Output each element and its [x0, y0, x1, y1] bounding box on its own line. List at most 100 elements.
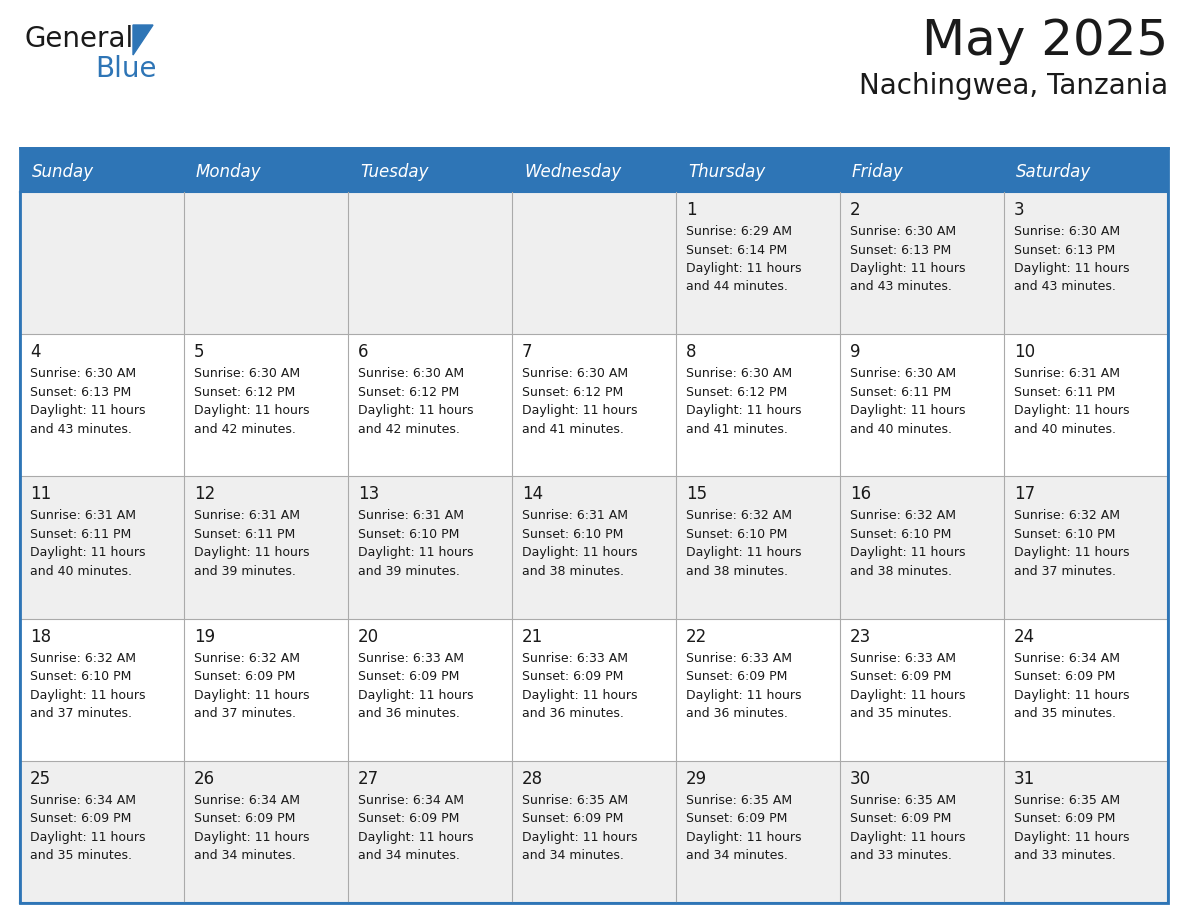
- Text: Nachingwea, Tanzania: Nachingwea, Tanzania: [859, 72, 1168, 100]
- Text: and 37 minutes.: and 37 minutes.: [30, 707, 132, 720]
- Bar: [512, 619, 676, 761]
- Text: Sunrise: 6:33 AM: Sunrise: 6:33 AM: [522, 652, 628, 665]
- Text: and 36 minutes.: and 36 minutes.: [358, 707, 460, 720]
- Bar: [348, 619, 512, 761]
- Text: Sunrise: 6:30 AM: Sunrise: 6:30 AM: [194, 367, 301, 380]
- Bar: [1004, 476, 1168, 619]
- Text: Daylight: 11 hours: Daylight: 11 hours: [194, 404, 310, 417]
- Text: 4: 4: [30, 343, 40, 361]
- Text: 6: 6: [358, 343, 368, 361]
- Text: Saturday: Saturday: [1016, 163, 1092, 181]
- Text: and 39 minutes.: and 39 minutes.: [358, 565, 460, 578]
- Bar: [840, 619, 1004, 761]
- Text: and 37 minutes.: and 37 minutes.: [1015, 565, 1116, 578]
- Text: Sunset: 6:09 PM: Sunset: 6:09 PM: [849, 812, 952, 825]
- Bar: [1004, 334, 1168, 476]
- Bar: [184, 192, 348, 334]
- Text: Daylight: 11 hours: Daylight: 11 hours: [30, 688, 145, 701]
- Bar: [348, 761, 512, 903]
- Text: Sunset: 6:12 PM: Sunset: 6:12 PM: [194, 386, 296, 398]
- Text: Sunset: 6:10 PM: Sunset: 6:10 PM: [849, 528, 952, 541]
- Text: 27: 27: [358, 770, 379, 788]
- Text: Sunset: 6:11 PM: Sunset: 6:11 PM: [194, 528, 296, 541]
- Text: Daylight: 11 hours: Daylight: 11 hours: [30, 404, 145, 417]
- Text: Daylight: 11 hours: Daylight: 11 hours: [194, 831, 310, 844]
- Text: and 34 minutes.: and 34 minutes.: [522, 849, 624, 862]
- Text: Sunset: 6:13 PM: Sunset: 6:13 PM: [849, 243, 952, 256]
- Text: and 36 minutes.: and 36 minutes.: [685, 707, 788, 720]
- Text: Sunset: 6:11 PM: Sunset: 6:11 PM: [1015, 386, 1116, 398]
- Text: 18: 18: [30, 628, 51, 645]
- Text: 28: 28: [522, 770, 543, 788]
- Bar: [20, 192, 184, 334]
- Text: Daylight: 11 hours: Daylight: 11 hours: [849, 546, 966, 559]
- Text: Sunrise: 6:30 AM: Sunrise: 6:30 AM: [358, 367, 465, 380]
- Text: Daylight: 11 hours: Daylight: 11 hours: [194, 688, 310, 701]
- Text: Daylight: 11 hours: Daylight: 11 hours: [1015, 546, 1130, 559]
- Text: Sunset: 6:09 PM: Sunset: 6:09 PM: [194, 812, 296, 825]
- Text: Sunset: 6:09 PM: Sunset: 6:09 PM: [685, 812, 788, 825]
- Text: Sunrise: 6:32 AM: Sunrise: 6:32 AM: [194, 652, 301, 665]
- Text: and 41 minutes.: and 41 minutes.: [522, 422, 624, 436]
- Bar: [840, 192, 1004, 334]
- Text: Daylight: 11 hours: Daylight: 11 hours: [849, 831, 966, 844]
- Text: Sunrise: 6:35 AM: Sunrise: 6:35 AM: [522, 794, 628, 807]
- Text: and 42 minutes.: and 42 minutes.: [194, 422, 296, 436]
- Text: May 2025: May 2025: [922, 17, 1168, 65]
- Text: and 43 minutes.: and 43 minutes.: [849, 281, 952, 294]
- Bar: [1004, 619, 1168, 761]
- Text: Sunrise: 6:31 AM: Sunrise: 6:31 AM: [1015, 367, 1120, 380]
- Bar: [348, 334, 512, 476]
- Text: 13: 13: [358, 486, 379, 503]
- Text: Sunset: 6:10 PM: Sunset: 6:10 PM: [1015, 528, 1116, 541]
- Text: 8: 8: [685, 343, 696, 361]
- Bar: [512, 334, 676, 476]
- Text: Thursday: Thursday: [688, 163, 765, 181]
- Text: Sunrise: 6:31 AM: Sunrise: 6:31 AM: [358, 509, 465, 522]
- Text: Sunrise: 6:30 AM: Sunrise: 6:30 AM: [522, 367, 628, 380]
- Text: Daylight: 11 hours: Daylight: 11 hours: [522, 831, 638, 844]
- Text: and 35 minutes.: and 35 minutes.: [1015, 707, 1116, 720]
- Text: 10: 10: [1015, 343, 1035, 361]
- Text: 21: 21: [522, 628, 543, 645]
- Text: Wednesday: Wednesday: [524, 163, 621, 181]
- Text: Daylight: 11 hours: Daylight: 11 hours: [30, 831, 145, 844]
- Text: Daylight: 11 hours: Daylight: 11 hours: [1015, 262, 1130, 275]
- Text: Daylight: 11 hours: Daylight: 11 hours: [685, 831, 802, 844]
- Text: and 43 minutes.: and 43 minutes.: [30, 422, 132, 436]
- Text: Blue: Blue: [95, 55, 157, 83]
- Text: Sunset: 6:10 PM: Sunset: 6:10 PM: [685, 528, 788, 541]
- Text: Monday: Monday: [196, 163, 261, 181]
- Text: 7: 7: [522, 343, 532, 361]
- Text: Daylight: 11 hours: Daylight: 11 hours: [849, 404, 966, 417]
- Text: Daylight: 11 hours: Daylight: 11 hours: [358, 831, 474, 844]
- Text: 23: 23: [849, 628, 871, 645]
- Text: Sunset: 6:09 PM: Sunset: 6:09 PM: [30, 812, 132, 825]
- Text: Daylight: 11 hours: Daylight: 11 hours: [522, 404, 638, 417]
- Text: Sunset: 6:09 PM: Sunset: 6:09 PM: [1015, 670, 1116, 683]
- Text: Sunset: 6:09 PM: Sunset: 6:09 PM: [358, 670, 460, 683]
- Text: Sunset: 6:10 PM: Sunset: 6:10 PM: [522, 528, 624, 541]
- Text: Daylight: 11 hours: Daylight: 11 hours: [1015, 404, 1130, 417]
- Text: Sunrise: 6:31 AM: Sunrise: 6:31 AM: [30, 509, 135, 522]
- Text: and 38 minutes.: and 38 minutes.: [849, 565, 952, 578]
- Bar: [512, 476, 676, 619]
- Text: Daylight: 11 hours: Daylight: 11 hours: [522, 688, 638, 701]
- Polygon shape: [133, 25, 153, 55]
- Text: Sunset: 6:10 PM: Sunset: 6:10 PM: [358, 528, 460, 541]
- Text: Daylight: 11 hours: Daylight: 11 hours: [1015, 831, 1130, 844]
- Text: Sunset: 6:13 PM: Sunset: 6:13 PM: [30, 386, 131, 398]
- Text: Sunrise: 6:34 AM: Sunrise: 6:34 AM: [194, 794, 301, 807]
- Bar: [348, 192, 512, 334]
- Text: 15: 15: [685, 486, 707, 503]
- Text: 14: 14: [522, 486, 543, 503]
- Text: Daylight: 11 hours: Daylight: 11 hours: [1015, 688, 1130, 701]
- Text: Sunrise: 6:34 AM: Sunrise: 6:34 AM: [358, 794, 465, 807]
- Text: Daylight: 11 hours: Daylight: 11 hours: [522, 546, 638, 559]
- Text: 16: 16: [849, 486, 871, 503]
- Text: and 34 minutes.: and 34 minutes.: [358, 849, 460, 862]
- Text: Daylight: 11 hours: Daylight: 11 hours: [194, 546, 310, 559]
- Text: 1: 1: [685, 201, 696, 219]
- Text: 25: 25: [30, 770, 51, 788]
- Text: Sunrise: 6:32 AM: Sunrise: 6:32 AM: [685, 509, 792, 522]
